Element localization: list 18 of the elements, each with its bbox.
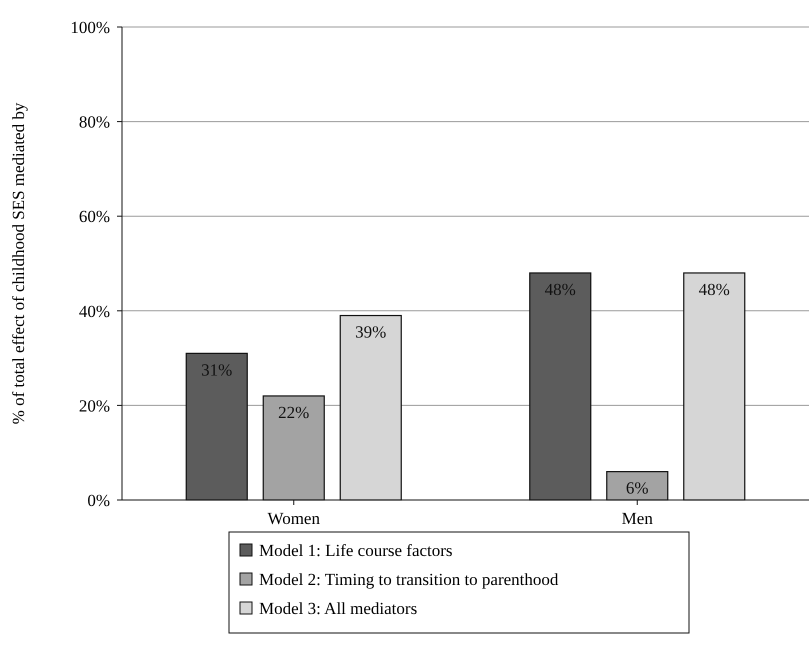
x-tick-label: Women	[268, 509, 320, 528]
y-tick-label: 80%	[78, 112, 110, 132]
text: 6%	[626, 478, 649, 498]
y-tick-label: 40%	[78, 302, 110, 321]
y-tick-label: 20%	[78, 396, 110, 416]
text: 39%	[355, 322, 386, 342]
text: 31%	[201, 360, 232, 380]
legend-label: Model 1: Life course factors	[259, 541, 453, 560]
y-tick-label: 100%	[70, 18, 110, 37]
y-axis-title: % of total effect of childhood SES mediated by	[9, 102, 28, 424]
y-tick-label: 60%	[78, 207, 110, 226]
text: 22%	[278, 402, 310, 422]
text: 48%	[544, 280, 576, 299]
y-tick-label: 0%	[87, 491, 110, 510]
text: 48%	[698, 280, 730, 299]
legend-label: Model 2: Timing to transition to parenthood	[259, 570, 559, 589]
legend-label: Model 3: All mediators	[259, 599, 418, 618]
x-tick-label: Men	[622, 509, 654, 528]
